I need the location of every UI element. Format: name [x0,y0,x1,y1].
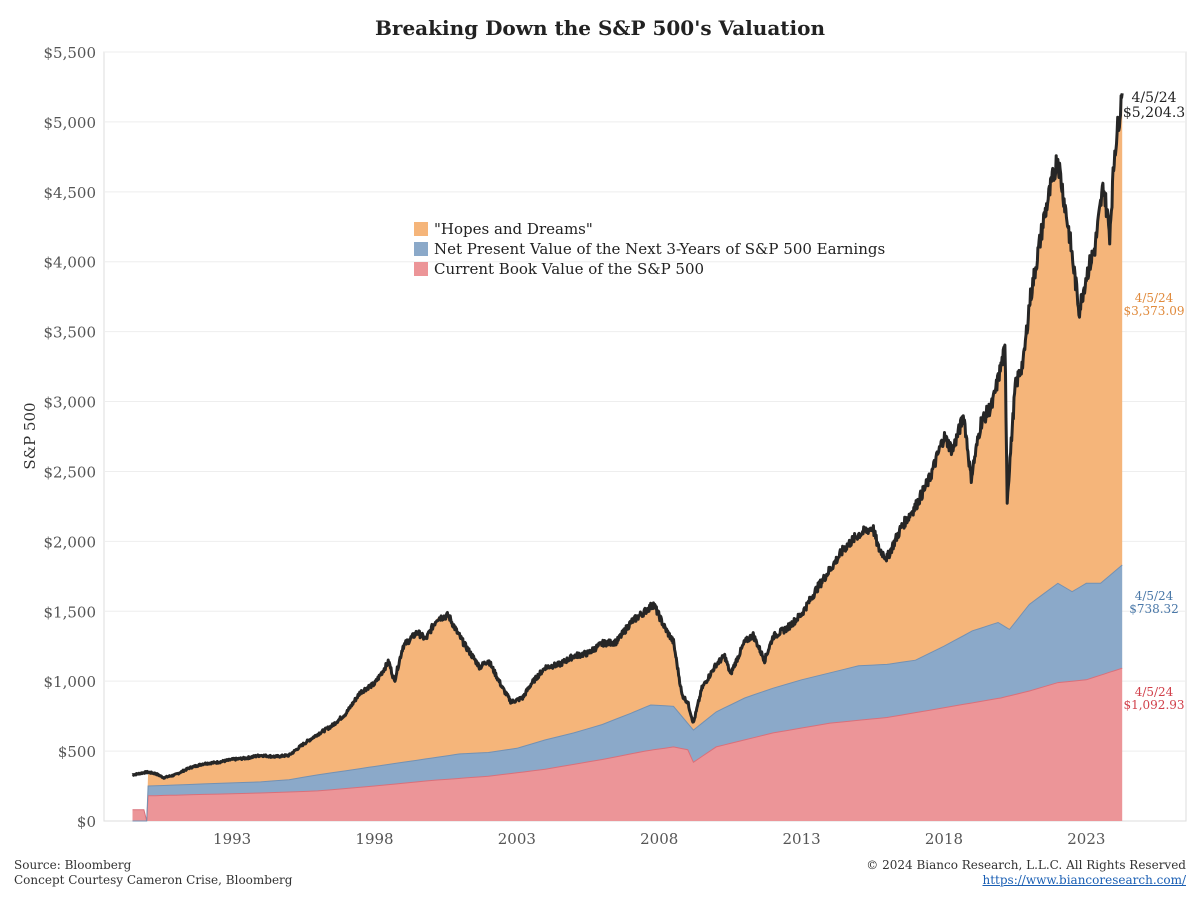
end-label-date: 4/5/24 [1135,589,1174,603]
end-label-value: $5,204.3 [1123,105,1185,121]
website-link[interactable]: https://www.biancoresearch.com/ [982,873,1186,887]
y-tick-label: $5,500 [44,44,97,62]
y-tick-label: $1,000 [44,673,97,691]
copyright-note: © 2024 Bianco Research, L.L.C. All Right… [866,858,1186,872]
book-value-area [132,668,1123,821]
x-tick-label: 2023 [1067,830,1105,848]
y-tick-label: $4,000 [44,254,97,272]
x-tick-label: 2013 [783,830,821,848]
sp500-price-line [131,93,1124,780]
chart-title: Breaking Down the S&P 500's Valuation [375,16,825,40]
npv-earnings-line [132,564,1123,822]
concept-note: Concept Courtesy Cameron Crise, Bloomber… [14,873,293,887]
legend-swatch [414,242,428,256]
y-tick-label: $1,500 [44,603,97,621]
source-note: Source: Bloomberg [14,858,132,872]
y-tick-label: $2,000 [44,533,97,551]
legend-swatch [414,262,428,276]
hopes-and-dreams-area [132,93,1123,822]
x-tick-label: 2008 [640,830,678,848]
npv-earnings-area [132,565,1123,821]
x-tick-label: 2003 [498,830,536,848]
end-label-date: 4/5/24 [1135,291,1174,305]
y-tick-label: $0 [77,813,96,831]
x-tick-label: 1993 [213,830,251,848]
legend-label: Current Book Value of the S&P 500 [434,260,704,278]
y-tick-label: $500 [58,743,96,761]
legend-label: "Hopes and Dreams" [434,220,593,238]
end-label-date: 4/5/24 [1131,90,1176,106]
x-tick-label: 2018 [925,830,963,848]
end-label-date: 4/5/24 [1135,685,1174,699]
end-label-value: $1,092.93 [1123,698,1184,712]
x-tick-label: 1998 [355,830,393,848]
end-label-value: $3,373.09 [1123,304,1184,318]
legend-swatch [414,222,428,236]
legend-label: Net Present Value of the Next 3-Years of… [434,240,885,258]
y-tick-label: $3,000 [44,394,97,412]
end-label-value: $738.32 [1129,602,1179,616]
book-value-line [132,667,1123,822]
y-axis-label: S&P 500 [21,402,39,469]
y-tick-label: $2,500 [44,463,97,481]
y-tick-label: $4,500 [44,184,97,202]
y-tick-label: $5,000 [44,114,97,132]
y-tick-label: $3,500 [44,324,97,342]
